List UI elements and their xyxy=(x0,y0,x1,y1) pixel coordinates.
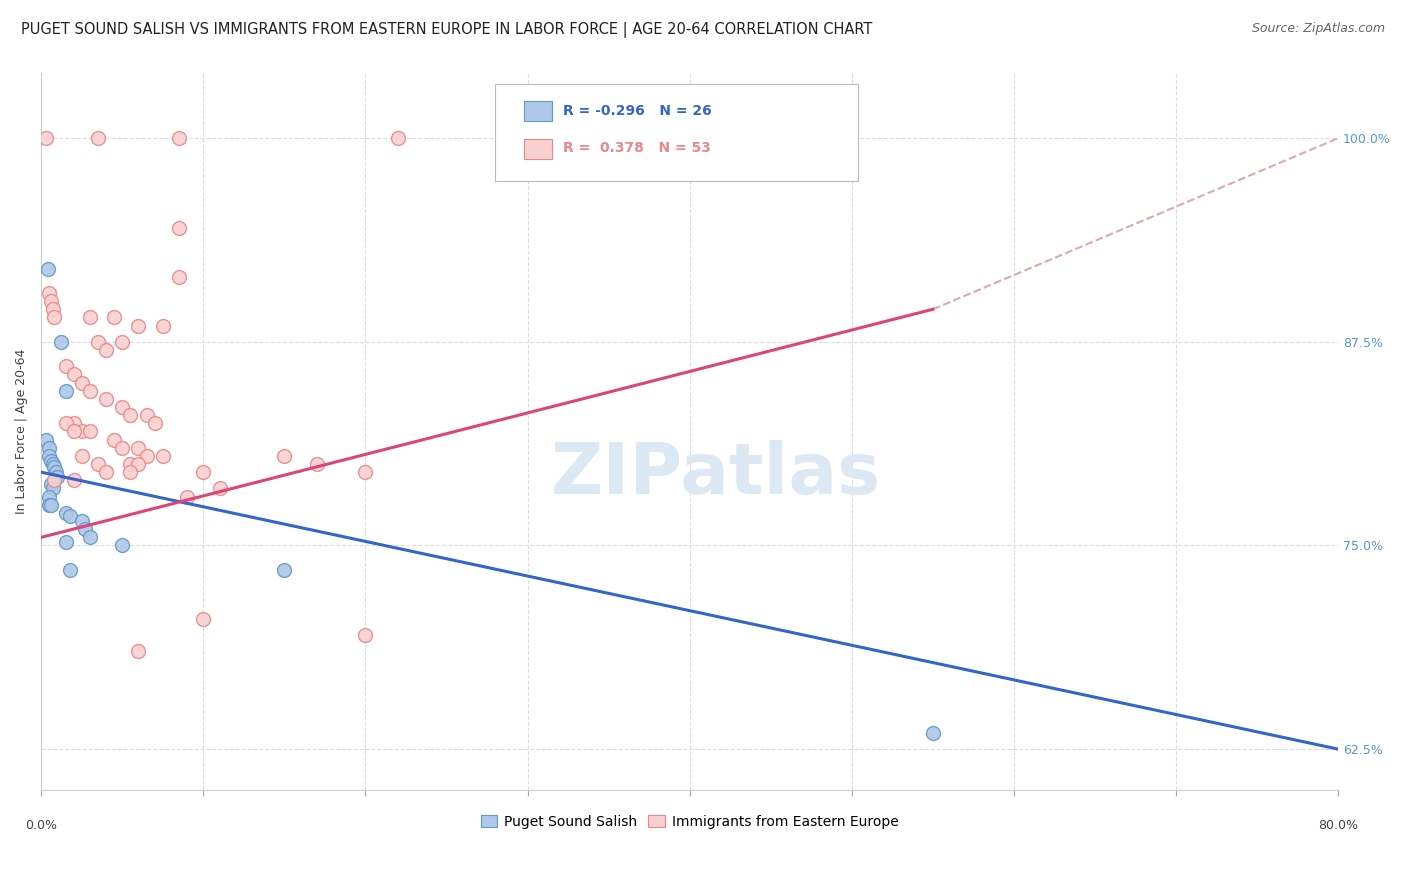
Point xyxy=(152,318,174,333)
Point xyxy=(152,449,174,463)
Point xyxy=(55,384,77,398)
Point xyxy=(273,563,295,577)
FancyBboxPatch shape xyxy=(523,139,553,159)
Point xyxy=(70,376,93,390)
Point xyxy=(55,535,77,549)
Point xyxy=(37,261,59,276)
Point xyxy=(387,131,409,145)
Point xyxy=(922,726,945,740)
Point xyxy=(103,433,125,447)
Point xyxy=(79,425,101,439)
Legend: Puget Sound Salish, Immigrants from Eastern Europe: Puget Sound Salish, Immigrants from East… xyxy=(475,809,904,835)
Point xyxy=(167,220,190,235)
Point xyxy=(176,490,198,504)
Point xyxy=(111,334,134,349)
Point xyxy=(120,408,142,422)
FancyBboxPatch shape xyxy=(523,101,553,121)
Point xyxy=(87,334,110,349)
Point xyxy=(167,131,190,145)
Text: R =  0.378   N = 53: R = 0.378 N = 53 xyxy=(562,141,710,155)
Point xyxy=(87,457,110,471)
Point xyxy=(167,269,190,284)
Point xyxy=(44,473,66,487)
Point xyxy=(103,310,125,325)
Point xyxy=(44,460,66,475)
Point xyxy=(135,449,157,463)
Point xyxy=(70,449,93,463)
Point xyxy=(127,441,149,455)
Point xyxy=(135,408,157,422)
Point xyxy=(354,628,377,642)
Point xyxy=(127,644,149,658)
Point xyxy=(45,465,67,479)
Point xyxy=(79,384,101,398)
Y-axis label: In Labor Force | Age 20-64: In Labor Force | Age 20-64 xyxy=(15,349,28,514)
Point xyxy=(70,425,93,439)
Point xyxy=(79,530,101,544)
Point xyxy=(79,310,101,325)
Point xyxy=(55,506,77,520)
Point xyxy=(35,131,58,145)
Point xyxy=(208,482,231,496)
Point xyxy=(38,449,60,463)
Point xyxy=(38,441,60,455)
Point xyxy=(94,465,117,479)
Point xyxy=(73,522,96,536)
Point xyxy=(94,343,117,357)
Point xyxy=(38,285,60,300)
Point xyxy=(120,457,142,471)
Point xyxy=(70,514,93,528)
Point xyxy=(59,563,82,577)
Point xyxy=(127,318,149,333)
Point xyxy=(62,425,84,439)
Text: Source: ZipAtlas.com: Source: ZipAtlas.com xyxy=(1251,22,1385,36)
Point xyxy=(87,131,110,145)
Point xyxy=(127,457,149,471)
Point xyxy=(111,539,134,553)
Point xyxy=(62,417,84,431)
Point xyxy=(62,368,84,382)
Point xyxy=(41,482,63,496)
Point xyxy=(41,302,63,317)
Point xyxy=(62,473,84,487)
Text: R = -0.296   N = 26: R = -0.296 N = 26 xyxy=(562,104,711,118)
Point xyxy=(35,433,58,447)
Point xyxy=(39,476,62,491)
Point xyxy=(193,612,215,626)
Point xyxy=(46,470,69,484)
FancyBboxPatch shape xyxy=(495,84,858,180)
Point xyxy=(111,400,134,414)
Point xyxy=(193,465,215,479)
Point xyxy=(305,457,328,471)
Point xyxy=(38,490,60,504)
Point xyxy=(49,334,72,349)
Text: ZIPatlas: ZIPatlas xyxy=(551,440,880,509)
Point xyxy=(55,359,77,374)
Point xyxy=(59,509,82,524)
Text: 80.0%: 80.0% xyxy=(1319,819,1358,831)
Point xyxy=(44,310,66,325)
Point xyxy=(354,465,377,479)
Point xyxy=(41,457,63,471)
Point xyxy=(143,417,166,431)
Point xyxy=(273,449,295,463)
Text: PUGET SOUND SALISH VS IMMIGRANTS FROM EASTERN EUROPE IN LABOR FORCE | AGE 20-64 : PUGET SOUND SALISH VS IMMIGRANTS FROM EA… xyxy=(21,22,873,38)
Point xyxy=(38,498,60,512)
Point xyxy=(111,441,134,455)
Point xyxy=(39,498,62,512)
Point xyxy=(120,465,142,479)
Point xyxy=(39,294,62,309)
Point xyxy=(55,417,77,431)
Text: 0.0%: 0.0% xyxy=(25,819,58,831)
Point xyxy=(39,454,62,468)
Point xyxy=(94,392,117,406)
